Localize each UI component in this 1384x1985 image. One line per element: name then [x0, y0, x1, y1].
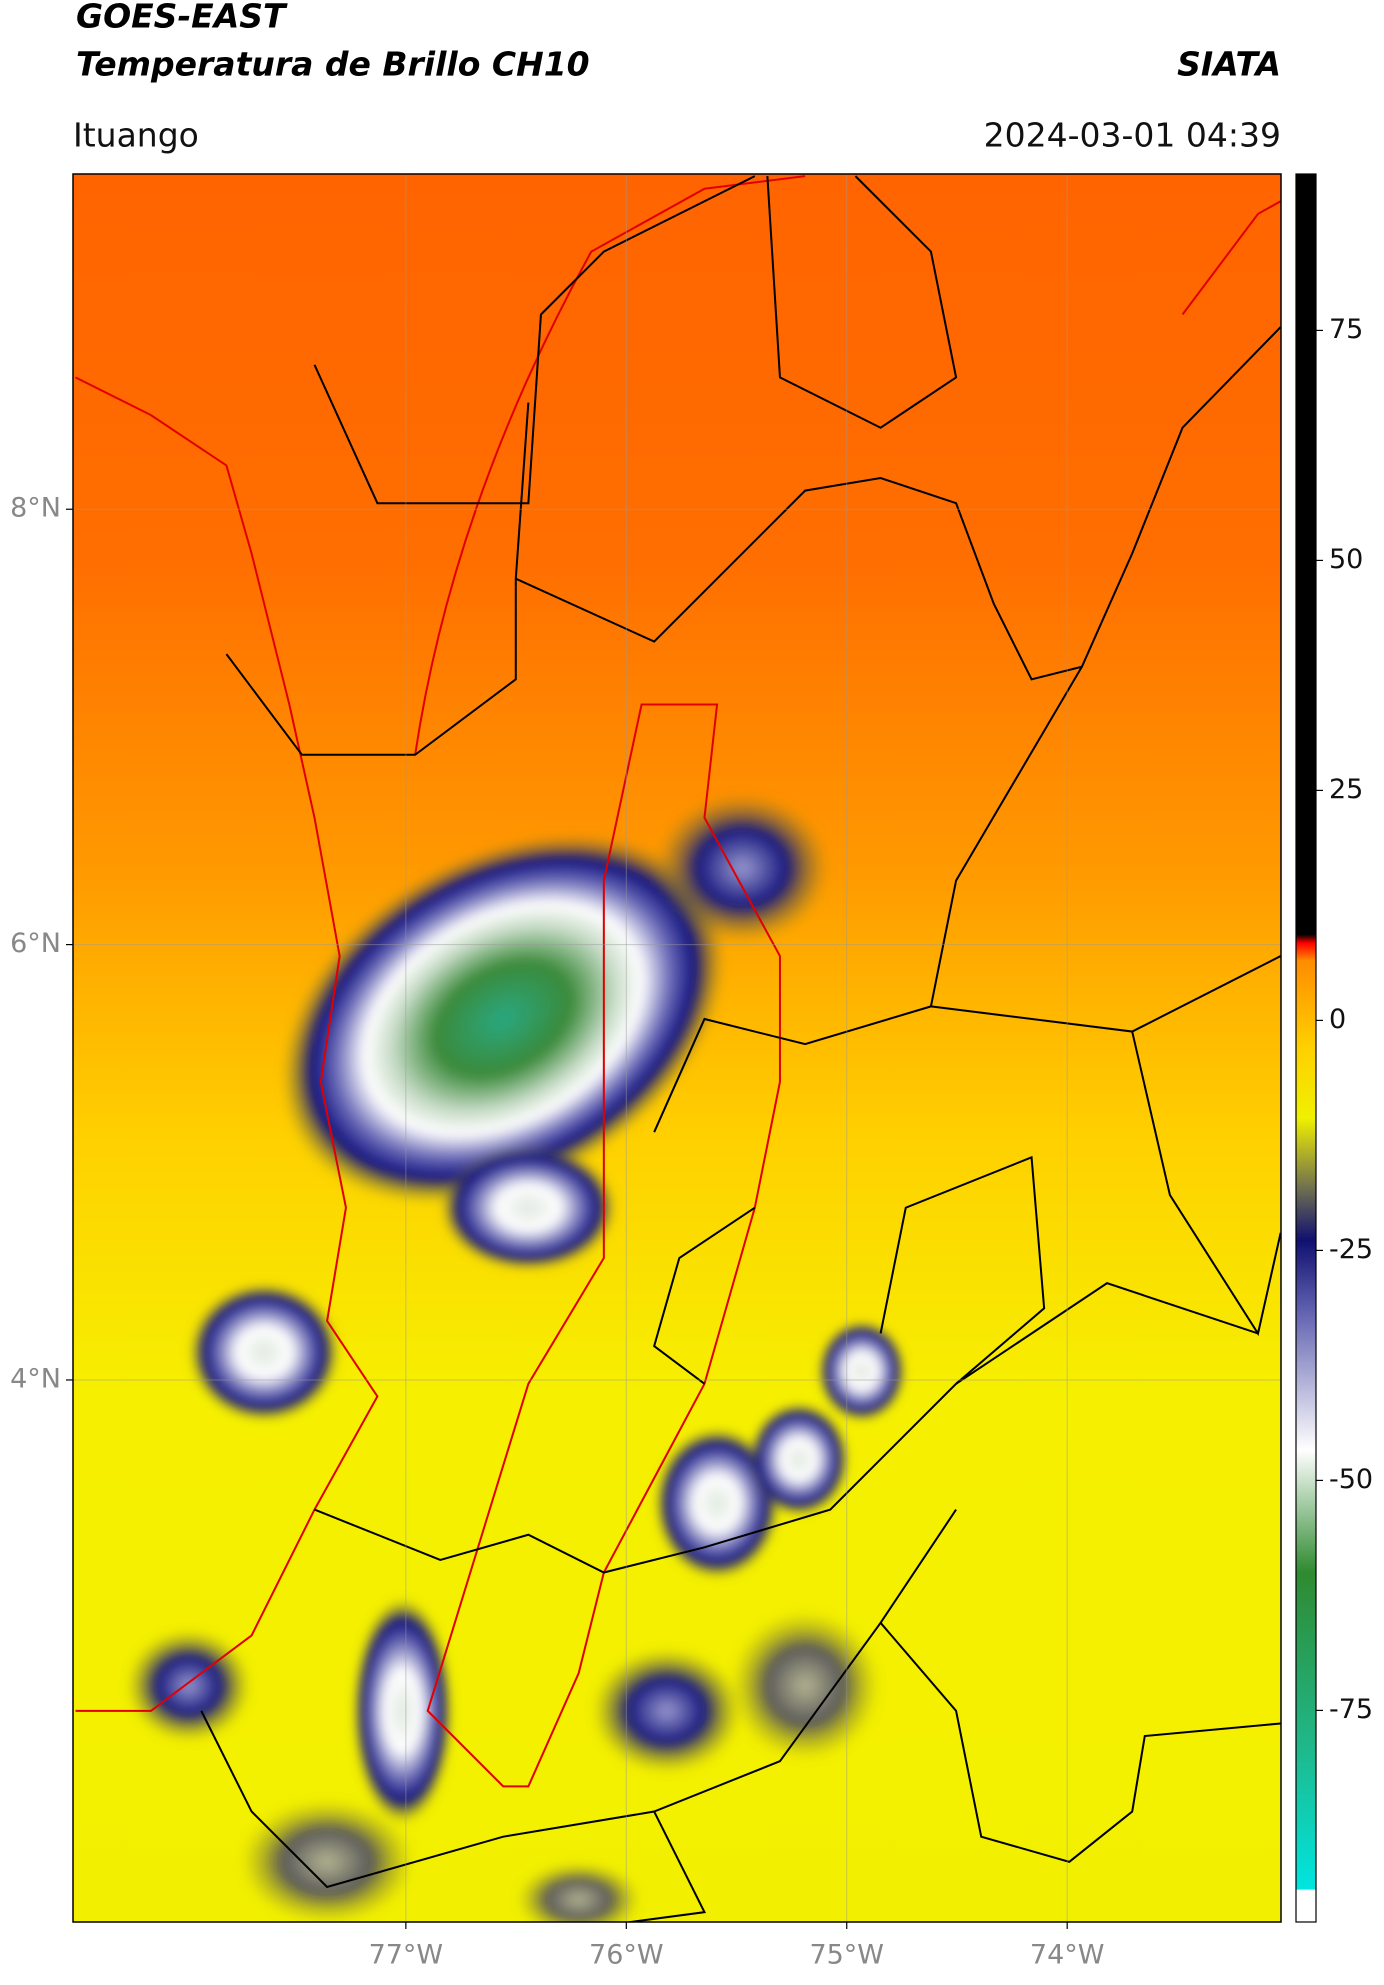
map-image: [73, 174, 1281, 1922]
lon-tick-label: 76°W: [589, 1940, 664, 1971]
title: GOES-EAST: [76, 0, 288, 36]
lat-tick-label: 8°N: [10, 493, 61, 524]
region: Ituango: [73, 116, 199, 155]
lat-tick-label: 4°N: [10, 1363, 61, 1394]
colorbar-tick-label: 50: [1329, 544, 1363, 575]
colorbar-tick-label: -50: [1329, 1464, 1373, 1495]
colorbar-tick-label: -25: [1329, 1234, 1373, 1265]
datetime: 2024-03-01 04:39: [984, 116, 1281, 155]
lon-tick-label: 74°W: [1030, 1940, 1105, 1971]
brand: SIATA: [1177, 45, 1281, 84]
colorbar: [1295, 173, 1317, 1923]
lat-tick-label: 6°N: [10, 928, 61, 959]
lon-tick-label: 77°W: [369, 1940, 444, 1971]
colorbar-tick-label: 25: [1329, 774, 1363, 805]
subtitle: Temperatura de Brillo CH10: [76, 45, 590, 84]
colorbar-tick-label: 0: [1329, 1004, 1346, 1035]
map-frame: [72, 173, 1282, 1923]
grid: [73, 174, 1281, 1922]
colorbar-tick-label: -75: [1329, 1694, 1373, 1725]
lon-tick-label: 75°W: [809, 1940, 884, 1971]
colorbar-tick-label: 75: [1329, 314, 1363, 345]
